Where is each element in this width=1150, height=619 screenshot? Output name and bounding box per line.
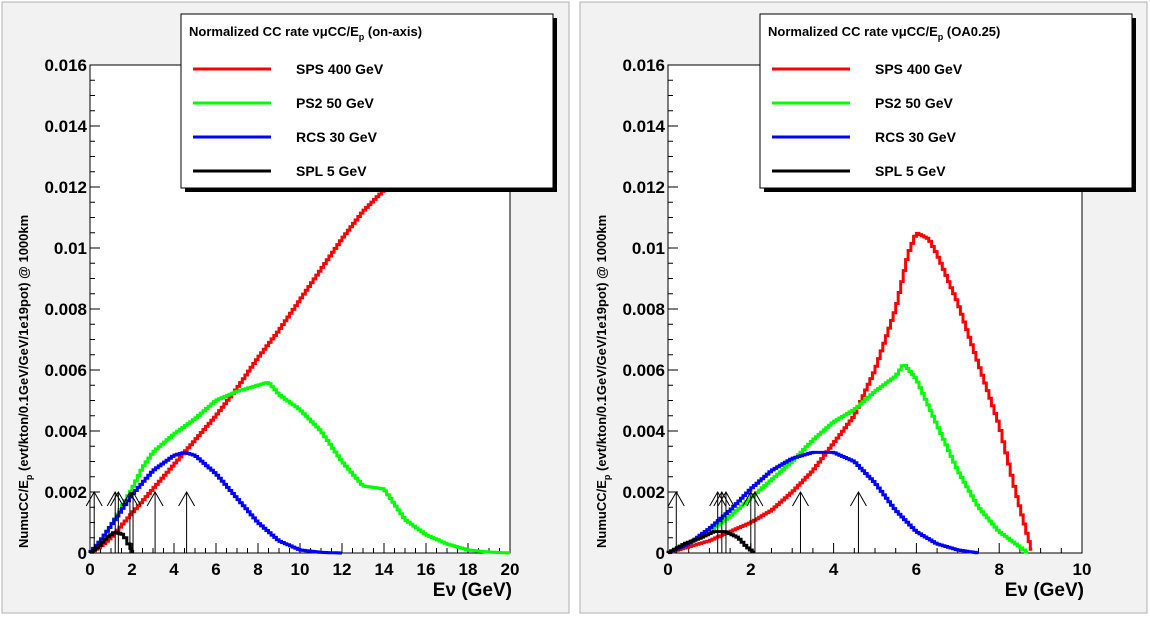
y-tick-label: 0.002 <box>44 483 87 502</box>
y-axis-label: NumuCC/Ep (evt/kton/0.1GeV/GeV/1e19pot) … <box>16 215 34 548</box>
series-line-spl-5-gev <box>666 530 755 554</box>
chart-panel-right: 0 0.002 0.004 0.006 0.008 0.01 0.012 0.014 0.016… <box>579 1 1148 614</box>
x-axis-label: Eν (GeV) <box>433 580 512 601</box>
y-tick-label: 0.002 <box>622 483 665 502</box>
arrow-marker-head <box>106 490 124 507</box>
y-tick-label: 0.012 <box>622 178 665 197</box>
x-tick-label: 2 <box>127 560 136 579</box>
series-line-ps2-50-gev <box>88 381 510 555</box>
y-tick-label: 0.016 <box>44 56 87 75</box>
arrow-marker-head <box>717 490 735 507</box>
series-line-sps-400-gev <box>88 171 401 554</box>
legend-label: PS2 50 GeV <box>875 95 953 111</box>
plot-area: 0 0.002 0.004 0.006 0.008 0.01 0.012 0.014 0.016… <box>594 13 1136 601</box>
legend-title-subscript: p <box>938 32 944 42</box>
legend-label: SPL 5 GeV <box>296 163 367 179</box>
x-tick-label: 2 <box>746 560 755 579</box>
x-tick-label: 10 <box>291 560 310 579</box>
arrow-marker-head <box>667 490 685 507</box>
x-tick-label: 6 <box>912 560 921 579</box>
y-tick-label: 0.014 <box>622 117 665 136</box>
legend: Normalized CC rate νμCC/Ep (on-axis) SPS … <box>180 13 557 192</box>
x-tick-label: 8 <box>994 560 1003 579</box>
arrow-marker-head <box>178 490 196 507</box>
series-line-ps2-50-gev <box>666 363 1029 554</box>
x-tick-label: 20 <box>501 560 520 579</box>
legend-title-suffix: (OA0.25) <box>943 24 1000 39</box>
arrow-marker-head <box>709 490 727 507</box>
y-tick-label: 0.01 <box>54 239 87 258</box>
arrow-marker-head <box>850 490 867 507</box>
x-tick-label: 14 <box>375 560 394 579</box>
arrow-marker-head <box>742 490 760 507</box>
y-axis-label-subscript: p <box>24 474 34 480</box>
legend-label: RCS 30 GeV <box>875 129 957 145</box>
legend-label: SPL 5 GeV <box>875 163 946 179</box>
x-tick-label: 4 <box>829 560 839 579</box>
legend-title-suffix: (on-axis) <box>364 24 422 39</box>
x-tick-label: 0 <box>85 560 94 579</box>
x-tick-label: 8 <box>253 560 262 579</box>
y-axis-label: NumuCC/Ep (evt/kton/0.1GeV/GeV/1e19pot) … <box>594 215 612 548</box>
y-axis-label-suffix: (evt/kton/0.1GeV/GeV/1e19pot) @ 1000km <box>16 215 31 475</box>
legend-label: SPS 400 GeV <box>296 61 384 77</box>
x-axis-label: Eν (GeV) <box>1005 580 1084 601</box>
legend: Normalized CC rate νμCC/Ep (OA0.25)SPS 4… <box>759 13 1136 192</box>
plot-area: 0 0.002 0.004 0.006 0.008 0.01 0.012 0.014 0.016… <box>16 13 557 601</box>
y-tick-label: 0.014 <box>44 117 87 136</box>
x-tick-label: 4 <box>169 560 179 579</box>
y-tick-label: 0.004 <box>622 422 665 441</box>
chart-panel-left: 0 0.002 0.004 0.006 0.008 0.01 0.012 0.014 0.016… <box>1 1 570 614</box>
x-tick-label: 0 <box>663 560 672 579</box>
arrow-marker-head <box>109 490 127 507</box>
y-tick-label: 0 <box>78 544 87 563</box>
series-line-spl-5-gev <box>88 530 135 554</box>
y-axis-label-suffix: (evt/kton/0.1GeV/GeV/1e19pot) @ 1000km <box>594 215 609 475</box>
arrow-marker-head <box>121 490 139 507</box>
y-tick-label: 0.004 <box>44 422 87 441</box>
y-tick-label: 0.008 <box>622 300 665 319</box>
y-tick-label: 0.008 <box>44 300 87 319</box>
arrow-marker-head <box>792 490 809 507</box>
legend-box <box>180 13 554 189</box>
legend-label: SPS 400 GeV <box>875 61 963 77</box>
series-line-rcs-30-gev <box>88 451 342 555</box>
y-tick-label: 0.016 <box>622 56 665 75</box>
x-tick-label: 18 <box>459 560 478 579</box>
legend-label: RCS 30 GeV <box>296 129 378 145</box>
legend-box <box>759 13 1133 189</box>
arrow-marker-head <box>124 490 142 507</box>
y-tick-label: 0 <box>656 544 665 563</box>
x-tick-label: 6 <box>211 560 220 579</box>
legend-title-subscript: p <box>359 32 365 42</box>
arrow-marker-head <box>146 490 164 507</box>
arrow-marker-head <box>713 490 731 507</box>
x-tick-label: 12 <box>333 560 352 579</box>
y-tick-label: 0.01 <box>632 239 665 258</box>
x-tick-label: 10 <box>1073 560 1092 579</box>
y-tick-label: 0.006 <box>622 361 665 380</box>
y-tick-label: 0.006 <box>44 361 87 380</box>
y-axis-label-subscript: p <box>602 474 612 480</box>
y-tick-label: 0.012 <box>44 178 87 197</box>
x-tick-label: 16 <box>417 560 436 579</box>
legend-label: PS2 50 GeV <box>296 95 374 111</box>
arrow-marker-head <box>746 490 764 507</box>
arrow-marker-head <box>85 490 103 507</box>
legend-title: Normalized CC rate νμCC/Ep (on-axis) <box>189 24 422 42</box>
